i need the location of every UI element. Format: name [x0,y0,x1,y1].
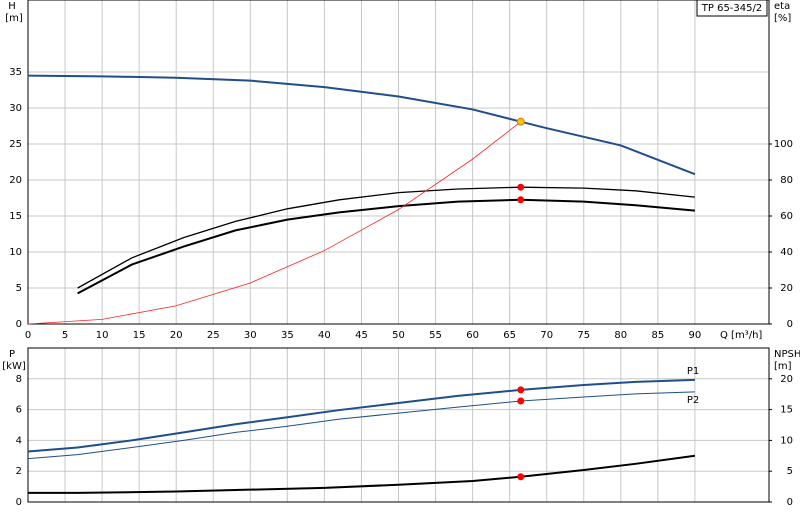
y-tick-label: 0 [16,319,22,330]
x-tick-label: 60 [466,330,479,341]
y2-tick-label: 0 [787,497,793,508]
y2-tick-label: 10 [780,435,793,446]
y2-axis-unit: [m] [774,361,792,372]
x-tick-label: 35 [281,330,294,341]
y-tick-label: 6 [16,405,22,416]
y2-tick-label: 100 [774,139,793,150]
x-tick-label: 20 [170,330,183,341]
y-tick-label: 4 [16,435,22,446]
operating-point [517,473,525,481]
y-tick-label: 15 [9,211,22,222]
y-axis-unit: [kW] [2,361,26,372]
x-tick-label: 5 [62,330,68,341]
operating-point [516,117,525,126]
curve [27,74,696,176]
y-tick-label: 2 [16,466,22,477]
x-tick-label: 50 [392,330,405,341]
y2-tick-label: 5 [787,466,793,477]
x-tick-label: 0 [25,330,31,341]
y2-tick-label: 0 [787,319,793,330]
y-tick-label: 35 [9,67,22,78]
curve [77,186,695,289]
curve [27,121,522,325]
x-tick-label: 75 [577,330,590,341]
plot-frame [27,0,770,325]
operating-point [517,397,525,405]
x-tick-label: 55 [429,330,442,341]
y-tick-label: 10 [9,247,22,258]
x-tick-label: 30 [244,330,257,341]
x-tick-label: 80 [614,330,627,341]
curve-label: P1 [687,366,699,377]
curve [27,391,695,460]
y2-tick-label: 20 [780,283,793,294]
y-tick-label: 25 [9,139,22,150]
y-tick-label: 30 [9,103,22,114]
y2-tick-label: 20 [780,374,793,385]
x-tick-label: 40 [318,330,331,341]
model-box [696,0,768,17]
y-tick-label: 20 [9,175,22,186]
y-tick-label: 8 [16,374,22,385]
y2-tick-label: 40 [780,247,793,258]
y2-tick-label: 15 [780,405,793,416]
operating-point [517,196,525,204]
curve [27,378,695,453]
x-tick-label: 15 [133,330,146,341]
operating-point [517,183,525,191]
x-axis-label: Q [m³/h] [720,330,762,341]
x-tick-label: 10 [96,330,109,341]
x-tick-label: 65 [503,330,516,341]
y-axis-unit: [m] [5,13,23,24]
y2-axis-label: eta [774,1,790,12]
y2-axis-unit: [%] [774,13,791,24]
x-tick-label: 25 [207,330,220,341]
y-axis-label: P [9,349,15,360]
curve [77,198,695,295]
x-tick-label: 45 [355,330,368,341]
plot-frame [27,347,770,503]
y-axis-label: H [8,1,16,12]
y2-axis-label: NPSH [774,349,800,360]
x-tick-label: 70 [540,330,553,341]
x-tick-label: 85 [651,330,664,341]
y-tick-label: 5 [16,283,22,294]
operating-point [517,386,525,394]
curve-label: P2 [687,395,699,406]
y2-tick-label: 80 [780,175,793,186]
y-tick-label: 0 [16,497,22,508]
x-tick-label: 90 [689,330,702,341]
y2-tick-label: 60 [780,211,793,222]
curve [28,454,696,494]
model-label: TP 65-345/2 [701,3,762,14]
